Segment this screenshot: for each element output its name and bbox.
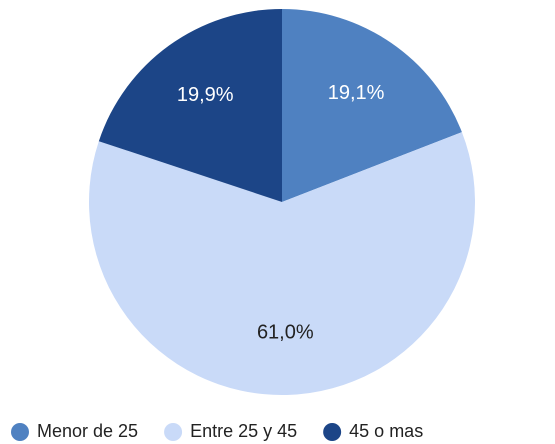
legend-label: Entre 25 y 45 [190,421,297,441]
legend-label: Menor de 25 [37,421,138,441]
slice-label: 19,9% [177,84,234,106]
legend-swatch [11,423,29,441]
slice-label: 19,1% [328,82,385,104]
pie-slice [89,132,476,395]
legend-swatch [164,423,183,441]
pie-slice [282,9,462,202]
slice-label: 61,0% [257,321,314,343]
legend-label: 45 o mas [349,421,423,441]
pie-slice [98,9,282,202]
legend-swatch [323,423,342,441]
